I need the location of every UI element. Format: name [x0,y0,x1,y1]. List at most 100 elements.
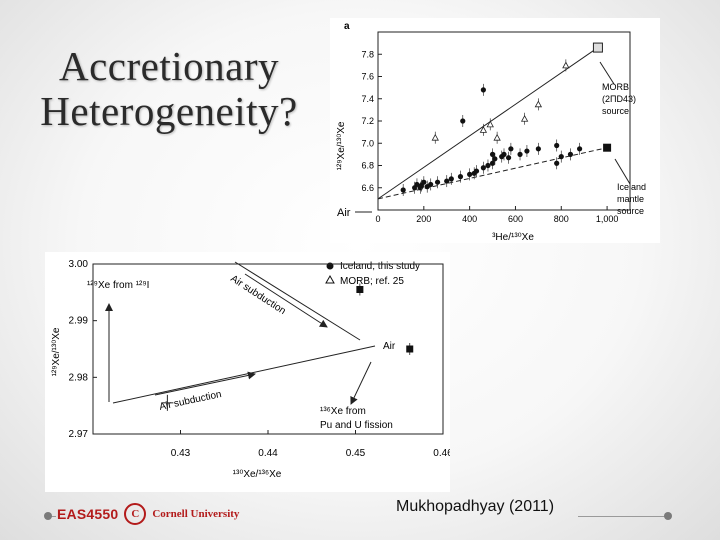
iceland-arrow [614,158,631,185]
iceland-point [577,146,583,152]
iceland-point [554,160,560,166]
iceland-point [567,151,574,157]
y-tick-label: 7.8 [361,49,374,59]
morb-point [431,133,439,141]
y-axis-label-b: ¹²⁹Xe/¹³⁰Xe [51,327,62,376]
y-tick-label: 3.00 [69,259,89,270]
morb-label-2: (2ΠD43) [602,94,636,104]
morb-label-3: source [602,106,629,116]
iceland-point [414,181,420,188]
iceland-point [356,286,364,293]
air-point [406,345,414,353]
air-subduction-arrow-lower [154,371,256,396]
panel-label: a [344,21,350,32]
footer-dot-right [664,512,672,520]
x-tick-label: 400 [462,214,477,224]
iceland-point [501,151,507,157]
iceland-point [400,187,406,193]
y-tick-label: 2.98 [69,372,89,383]
footer-dot-left [44,512,52,520]
x-tick-label: 0.46 [433,448,450,459]
fission-annotation-2: Pu and U fission [320,420,393,431]
x-tick-label: 600 [508,214,523,224]
iceland-point [558,154,564,160]
iceland-point [448,176,454,182]
morb-label-1: MORB [602,82,629,92]
iceland-label-2: mantle [617,194,644,204]
y-tick-label: 6.6 [361,183,374,193]
legend-triangle-icon [325,274,335,284]
iceland-point [554,142,560,149]
iceland-point [421,179,427,185]
iceland-point [489,151,496,157]
iceland-point [460,118,466,124]
x-axis-label-b: ¹³⁰Xe/¹³⁶Xe [233,469,282,480]
iceland-point [480,165,486,171]
footer-rule-right [578,516,668,517]
iceland-point [508,146,514,152]
chart-panel-b: 2.97 2.98 2.99 3.00 0.43 0.44 0.45 0.46 ¹²⁹Xe/… [45,252,453,492]
iceland-point [480,87,486,93]
y-axis-label: ¹²⁹Xe/¹³⁰Xe [336,121,347,170]
title-line-2: Heterogeneity? [40,88,298,134]
y-tick-label: 2.97 [69,429,89,440]
x-tick-label: 200 [416,214,431,224]
iceland-point [457,174,464,180]
iceland-point [473,168,480,174]
y-tick-label: 7.0 [361,138,374,148]
iceland-label-3: source [617,206,644,216]
iceland-point [492,156,498,162]
course-code: EAS4550 [57,506,119,522]
iceland-point [524,148,530,154]
y-tick-label: 7.6 [361,72,374,82]
morb-point [534,100,543,108]
footer-rule-left [48,516,56,517]
footer-logo: EAS4550 C Cornell University [57,503,239,525]
iceland-point [489,160,496,166]
iceland-point [485,162,491,169]
university-seal-icon: C [124,503,147,525]
morb-point [479,126,488,133]
legend: Iceland; this study MORB; ref. 25 [325,261,420,287]
y-tick-label: 7.4 [361,94,374,104]
iceland-point [428,181,434,188]
chart-b-svg: 2.97 2.98 2.99 3.00 0.43 0.44 0.45 0.46 ¹²⁹Xe/… [51,259,453,480]
x-tick-label: 0 [375,214,380,224]
plot-frame-b [92,263,444,435]
chart-a-svg: a 6.6 6.8 7.0 7.2 7.4 7.6 7.8 0 200 400 600 800 1,0… [336,21,646,243]
morb-source-marker [592,42,603,53]
morb-point [562,61,570,69]
air-annotation: Air [383,341,396,352]
iceland-point [467,171,473,177]
air-subduction-arrow-upper [244,273,328,328]
morb-point [520,114,529,122]
iceland-point [444,178,450,184]
title-line-1: Accretionary [59,43,279,89]
fission-arrow [350,361,372,405]
slide-title: Accretionary Heterogeneity? [14,44,324,134]
plot-frame [377,31,631,211]
morb-arrow [599,61,615,85]
y-tick-label: 6.8 [361,161,374,171]
fission-annotation-1: ¹³⁶Xe from [320,406,366,417]
iceland-point [434,179,441,185]
iceland-point [505,155,512,161]
iceland-point [535,146,541,152]
morb-point [493,133,501,141]
mixing-line [377,47,599,200]
iodine-annotation: ¹²⁹Xe from ¹²⁹I [87,280,149,291]
y-tick-label: 7.2 [361,116,374,126]
morb-point [486,120,494,128]
chart-panel-a: a 6.6 6.8 7.0 7.2 7.4 7.6 7.8 0 200 400 600 800 1,0… [330,18,660,243]
iceland-point [517,151,523,157]
iceland-label-1: Iceland [617,182,646,192]
x-tick-label: 800 [554,214,569,224]
air-line-upper [234,261,361,341]
x-tick-label: 0.44 [258,448,278,459]
x-axis-label: ³He/¹³⁰Xe [492,232,534,243]
iceland-source-marker [603,143,612,152]
university-name: Cornell University [152,508,240,520]
x-tick-label: 0.43 [171,448,191,459]
y-tick-label: 2.99 [69,316,89,327]
mixing-line [112,345,376,404]
